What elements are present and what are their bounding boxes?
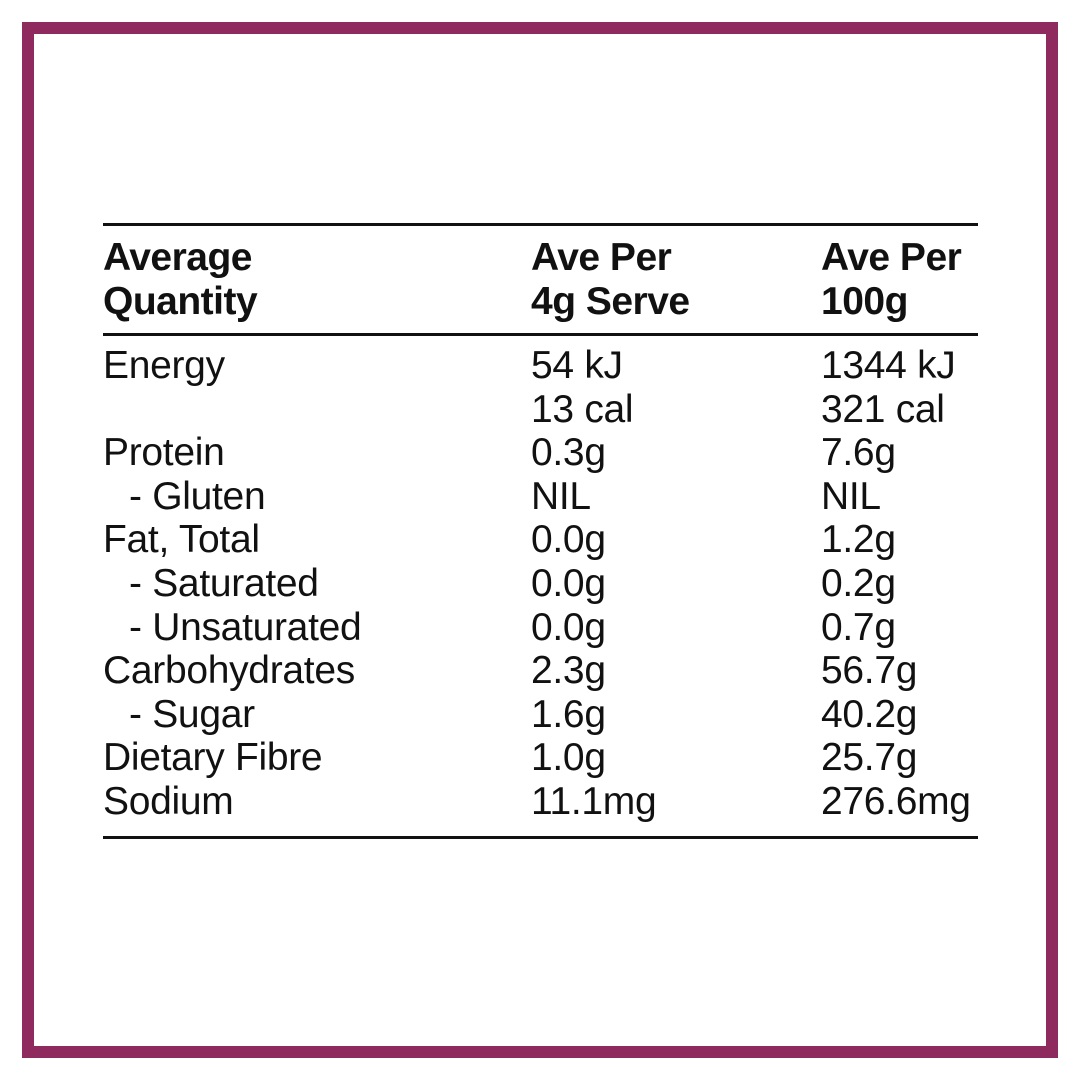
purple-frame — [22, 22, 1058, 1058]
per-serve-value: 1.0g — [531, 736, 606, 780]
nutrient-sublabel: - Sugar — [129, 692, 255, 736]
top-rule — [103, 223, 978, 226]
header-col2-line2: 4g Serve — [531, 280, 690, 323]
table-row: Energy 54 kJ 1344 kJ — [103, 344, 978, 388]
header-col3-line1: Ave Per — [821, 236, 962, 279]
header-col1-line1: Average — [103, 236, 252, 279]
bottom-rule — [103, 835, 978, 839]
table-row: - Unsaturated 0.0g 0.7g — [103, 606, 978, 650]
nutrient-sublabel: - Saturated — [129, 561, 319, 605]
table-row: Fat, Total 0.0g 1.2g — [103, 518, 978, 562]
per-serve-value: 54 kJ — [531, 344, 623, 387]
header-per-100g: Ave Per 100g — [821, 236, 962, 324]
per-serve-value: 13 cal — [531, 387, 634, 431]
table-header: Average Quantity Ave Per 4g Serve Ave Pe… — [103, 226, 978, 333]
table-row: - Gluten NIL NIL — [103, 475, 978, 519]
header-col3-line2: 100g — [821, 280, 908, 323]
per-100g-value: 25.7g — [821, 736, 918, 780]
header-average-quantity: Average Quantity — [103, 236, 258, 324]
table-row: - Sugar 1.6g 40.2g — [103, 693, 978, 737]
per-serve-value: 2.3g — [531, 649, 606, 693]
table-row: Carbohydrates 2.3g 56.7g — [103, 649, 978, 693]
nutrient-label: Sodium — [103, 779, 234, 823]
table-row: Sodium 11.1mg 276.6mg — [103, 780, 978, 824]
per-serve-value: 0.0g — [531, 518, 606, 562]
per-100g-value: 7.6g — [821, 431, 896, 475]
nutrient-label: Dietary Fibre — [103, 736, 323, 780]
nutrition-panel: Average Quantity Ave Per 4g Serve Ave Pe… — [103, 223, 978, 839]
per-100g-value: 1344 kJ — [821, 344, 956, 387]
table-row: - Saturated 0.0g 0.2g — [103, 562, 978, 606]
per-100g-value: 321 cal — [821, 387, 945, 431]
per-100g-value: 56.7g — [821, 649, 918, 693]
table-body: Energy 54 kJ 1344 kJ 13 cal 321 cal Prot… — [103, 336, 978, 836]
nutrient-sublabel: - Unsaturated — [129, 605, 362, 649]
per-100g-value: 0.2g — [821, 561, 896, 605]
per-100g-value: 40.2g — [821, 692, 918, 736]
per-serve-value: 0.3g — [531, 431, 606, 475]
per-100g-value: 276.6mg — [821, 779, 971, 823]
per-serve-value: 0.0g — [531, 605, 606, 649]
per-100g-value: NIL — [821, 474, 881, 518]
per-100g-value: 1.2g — [821, 518, 896, 562]
header-col2-line1: Ave Per — [531, 236, 672, 279]
per-serve-value: NIL — [531, 474, 591, 518]
per-serve-value: 1.6g — [531, 692, 606, 736]
nutrient-label: Fat, Total — [103, 518, 260, 562]
header-rule — [103, 333, 978, 336]
nutrient-label: Energy — [103, 344, 225, 387]
header-col1-line2: Quantity — [103, 280, 258, 323]
per-serve-value: 11.1mg — [531, 779, 657, 823]
per-serve-value: 0.0g — [531, 561, 606, 605]
nutrient-label: Carbohydrates — [103, 649, 355, 693]
table-row: 13 cal 321 cal — [103, 388, 978, 432]
header-per-serve: Ave Per 4g Serve — [531, 236, 690, 324]
table-row: Dietary Fibre 1.0g 25.7g — [103, 736, 978, 780]
nutrient-label: Protein — [103, 431, 225, 475]
per-100g-value: 0.7g — [821, 605, 896, 649]
nutrient-sublabel: - Gluten — [129, 474, 266, 518]
table-row: Protein 0.3g 7.6g — [103, 431, 978, 475]
